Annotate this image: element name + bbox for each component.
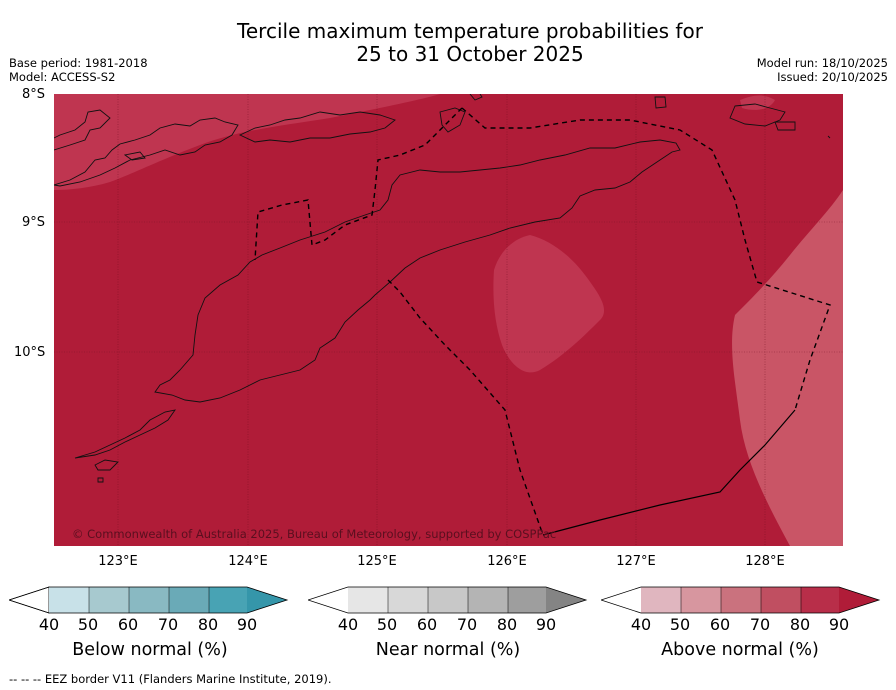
map-title-line2: 25 to 31 October 2025	[356, 42, 584, 66]
lat-label-8s: 8°S	[22, 87, 46, 102]
above-80-region-north	[54, 94, 440, 190]
colorbar-near-normal	[308, 586, 588, 614]
cb-below-70	[129, 587, 169, 613]
cb-below-tick-40: 40	[38, 615, 60, 634]
cb-near-60	[388, 587, 428, 613]
cb-near-50	[348, 587, 388, 613]
cb-above-extend-left	[601, 587, 641, 613]
lon-label-125e: 125°E	[357, 554, 397, 569]
model-text: Model: ACCESS-S2	[9, 70, 116, 84]
cb-below-50	[49, 587, 89, 613]
cb-above-tick-50: 50	[669, 615, 691, 634]
issued-text: Issued: 20/10/2025	[777, 70, 888, 84]
probability-map: © Commonwealth of Australia 2025, Bureau…	[54, 94, 843, 546]
colorbar-below-normal	[9, 586, 289, 614]
cb-below-tick-80: 80	[197, 615, 219, 634]
cb-above-tick-90: 90	[828, 615, 850, 634]
cb-near-90	[508, 587, 546, 613]
cb-above-60	[681, 587, 721, 613]
lon-label-124e: 124°E	[228, 554, 268, 569]
base-period-text: Base period: 1981-2018	[9, 56, 148, 70]
cb-near-tick-40: 40	[337, 615, 359, 634]
lon-label-123e: 123°E	[98, 554, 138, 569]
cb-below-tick-70: 70	[157, 615, 179, 634]
cb-near-tick-70: 70	[456, 615, 478, 634]
cb-near-extend-right	[546, 587, 586, 613]
colorbar-above-normal	[601, 586, 881, 614]
cb-below-tick-90: 90	[236, 615, 258, 634]
cb-below-label: Below normal (%)	[72, 640, 228, 660]
cb-near-70	[428, 587, 468, 613]
cb-above-extend-right	[839, 587, 879, 613]
above-90-region	[54, 94, 843, 546]
cb-near-tick-80: 80	[496, 615, 518, 634]
cb-above-90	[801, 587, 839, 613]
cb-near-tick-90: 90	[535, 615, 557, 634]
cb-below-extend-right	[247, 587, 287, 613]
cb-above-tick-80: 80	[789, 615, 811, 634]
above-80-region-northeast	[740, 95, 775, 110]
map-copyright: © Commonwealth of Australia 2025, Bureau…	[72, 527, 556, 541]
cb-above-70	[721, 587, 761, 613]
lon-label-127e: 127°E	[616, 554, 656, 569]
model-run-text: Model run: 18/10/2025	[756, 56, 888, 70]
cb-below-90	[209, 587, 247, 613]
lat-label-9s: 9°S	[22, 215, 46, 230]
cb-near-label: Near normal (%)	[375, 640, 521, 660]
map-title-line1: Tercile maximum temperature probabilitie…	[237, 19, 703, 43]
lon-label-128e: 128°E	[745, 554, 785, 569]
cb-near-tick-50: 50	[376, 615, 398, 634]
cb-below-60	[89, 587, 129, 613]
cb-above-80	[761, 587, 801, 613]
eez-footnote: -- -- -- EEZ border V11 (Flanders Marine…	[9, 672, 332, 686]
cb-near-80	[468, 587, 508, 613]
eez-border	[254, 107, 831, 536]
lat-label-10s: 10°S	[14, 345, 46, 360]
cb-below-80	[169, 587, 209, 613]
above-70-region-east	[732, 190, 843, 546]
cb-near-extend-left	[308, 587, 348, 613]
cb-above-tick-60: 60	[709, 615, 731, 634]
cb-above-50	[641, 587, 681, 613]
cb-above-tick-70: 70	[749, 615, 771, 634]
lon-label-126e: 126°E	[487, 554, 527, 569]
cb-above-label: Above normal (%)	[661, 640, 819, 660]
above-80-region-center	[493, 235, 605, 373]
coastlines	[54, 94, 831, 483]
eez-border-solid	[542, 409, 796, 536]
cb-near-tick-60: 60	[416, 615, 438, 634]
cb-below-tick-50: 50	[77, 615, 99, 634]
cb-below-tick-60: 60	[117, 615, 139, 634]
cb-below-extend-left	[9, 586, 50, 614]
cb-above-tick-40: 40	[630, 615, 652, 634]
